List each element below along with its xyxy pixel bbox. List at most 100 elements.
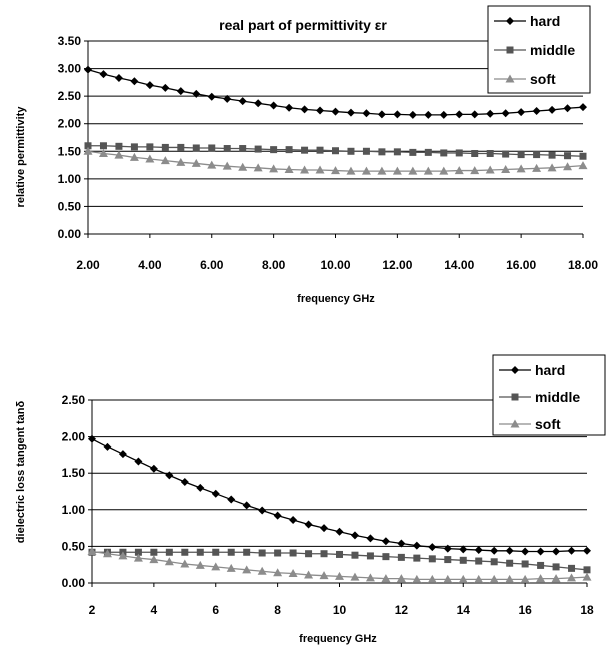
series-hard-point	[269, 101, 278, 110]
series-soft-point	[164, 557, 174, 566]
series-soft-point	[520, 574, 530, 583]
series-middle-point	[502, 150, 510, 158]
y-tick-label: 1.00	[58, 172, 82, 186]
series-hard-point	[412, 541, 421, 550]
series-hard-point	[505, 546, 514, 555]
x-tick-label: 10.00	[320, 258, 350, 272]
series-soft-point	[396, 574, 406, 583]
legend-hard-marker	[511, 366, 519, 374]
series-middle-point	[393, 148, 401, 156]
series-soft-point	[273, 568, 283, 577]
series-soft-point	[474, 574, 484, 583]
series-soft-point	[315, 165, 325, 174]
series-soft-point	[145, 154, 155, 163]
series-soft-point	[191, 158, 201, 167]
series-middle-point	[254, 145, 262, 153]
series-hard-point	[103, 442, 112, 451]
series-soft-point	[578, 161, 588, 170]
series-hard-point	[161, 83, 170, 92]
series-soft-point	[160, 156, 170, 165]
series-soft-point	[87, 547, 97, 556]
series-soft-point	[392, 166, 402, 175]
series-hard-point	[180, 477, 189, 486]
series-middle-point	[444, 556, 452, 564]
series-hard-point	[583, 546, 591, 555]
series-hard-point	[316, 106, 325, 115]
x-tick-label: 14.00	[444, 258, 474, 272]
y-tick-label: 1.50	[58, 144, 82, 158]
series-soft-point	[114, 150, 124, 159]
series-middle-point	[552, 563, 560, 571]
series-middle-point	[471, 149, 479, 157]
x-tick-label: 2	[89, 603, 96, 617]
series-hard-point	[517, 108, 526, 117]
series-soft-point	[427, 574, 437, 583]
series-hard-point	[285, 103, 294, 112]
series-middle-point	[548, 151, 556, 159]
series-hard-point	[331, 107, 340, 116]
x-axis-label: frequency GHz	[297, 293, 375, 305]
series-middle-point	[533, 151, 541, 159]
series-soft-point	[470, 166, 480, 175]
series-middle-point	[192, 144, 200, 152]
series-soft-point	[516, 164, 526, 173]
legend-hard-label: hard	[535, 362, 565, 378]
legend-middle-label: middle	[535, 389, 580, 405]
legend-soft-marker	[510, 419, 520, 428]
series-middle-point	[537, 561, 545, 569]
series-soft-point	[365, 573, 375, 582]
series-hard-point	[424, 110, 433, 119]
series-soft-point	[501, 164, 511, 173]
y-tick-label: 0.00	[58, 227, 82, 241]
series-soft-point	[288, 568, 298, 577]
series-hard-point	[443, 544, 452, 553]
series-soft-point	[547, 163, 557, 172]
series-hard-point	[346, 108, 355, 117]
series-hard-point	[238, 97, 247, 106]
series-hard-point	[350, 531, 359, 540]
legend-middle-label: middle	[530, 42, 575, 58]
series-middle-point	[177, 143, 185, 151]
y-tick-label: 2.50	[58, 89, 82, 103]
series-soft-point	[412, 574, 422, 583]
legend-soft-label: soft	[530, 71, 556, 87]
series-hard-point	[439, 110, 448, 119]
series-middle-point	[196, 548, 204, 556]
series-hard-point	[130, 77, 139, 86]
x-tick-label: 8.00	[262, 258, 286, 272]
series-soft-point	[257, 566, 267, 575]
x-tick-label: 4.00	[138, 258, 162, 272]
x-axis-label: frequency GHz	[299, 633, 377, 645]
series-middle-point	[212, 548, 220, 556]
series-soft-point	[489, 574, 499, 583]
series-hard-point	[196, 483, 205, 492]
series-hard-point	[501, 109, 510, 118]
series-hard-point	[470, 110, 479, 119]
series-hard-point	[88, 434, 96, 443]
series-hard-point	[207, 92, 216, 101]
series-middle-point	[490, 558, 498, 566]
x-tick-label: 12.00	[382, 258, 412, 272]
x-tick-label: 10	[333, 603, 347, 617]
series-soft-point	[149, 555, 159, 564]
series-middle-point	[161, 143, 169, 151]
series-hard	[84, 65, 587, 119]
y-tick-label: 0.50	[62, 539, 86, 553]
series-middle-point	[568, 564, 576, 572]
series-soft-point	[284, 164, 294, 173]
x-tick-label: 6.00	[200, 258, 224, 272]
series-hard-point	[145, 81, 154, 90]
y-tick-label: 2.50	[62, 393, 86, 407]
series-hard-point	[548, 105, 557, 114]
series-soft	[83, 146, 588, 175]
series-hard-point	[114, 73, 123, 82]
series-middle-point	[347, 147, 355, 155]
series-middle-point	[165, 548, 173, 556]
series-soft-point	[242, 565, 252, 574]
series-hard-point	[536, 547, 545, 556]
series-middle-point	[455, 149, 463, 157]
series-soft-point	[505, 574, 515, 583]
series-hard-point	[455, 110, 464, 119]
series-middle-point	[258, 549, 266, 557]
legend-hard-marker	[506, 17, 514, 25]
